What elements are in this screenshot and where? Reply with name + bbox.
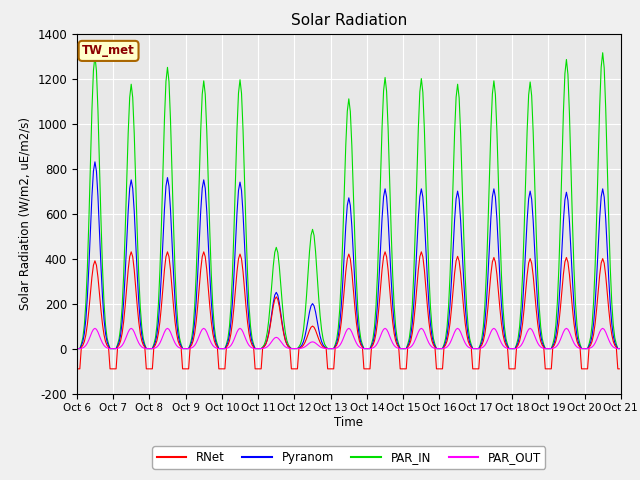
PAR_IN [262, 337, 269, 343]
PAR_OUT [254, 346, 262, 351]
PAR_IN [599, 50, 607, 56]
RNet [254, 366, 262, 372]
Pyranom [312, 309, 319, 315]
Pyranom [587, 340, 595, 346]
PAR_IN [310, 232, 318, 238]
RNet [312, 327, 319, 333]
PAR_OUT [141, 346, 148, 351]
Pyranom [616, 346, 623, 351]
X-axis label: Time: Time [334, 416, 364, 429]
PAR_IN [73, 346, 81, 351]
Line: PAR_IN: PAR_IN [77, 53, 620, 348]
RNet [587, 342, 595, 348]
RNet [236, 251, 244, 257]
PAR_OUT [73, 346, 81, 351]
Y-axis label: Solar Radiation (W/m2, uE/m2/s): Solar Radiation (W/m2, uE/m2/s) [19, 117, 32, 310]
Pyranom [264, 337, 271, 343]
Legend: RNet, Pyranom, PAR_IN, PAR_OUT: RNet, Pyranom, PAR_IN, PAR_OUT [152, 446, 545, 469]
PAR_IN [253, 346, 260, 351]
Pyranom [141, 343, 148, 349]
Line: Pyranom: Pyranom [77, 162, 620, 348]
Pyranom [236, 179, 244, 185]
RNet [141, 344, 148, 350]
Pyranom [254, 346, 262, 351]
PAR_OUT [236, 325, 244, 331]
Pyranom [91, 159, 99, 165]
PAR_OUT [616, 346, 623, 351]
RNet [127, 249, 135, 255]
PAR_OUT [312, 340, 319, 346]
RNet [73, 366, 81, 372]
PAR_OUT [264, 344, 271, 350]
PAR_IN [585, 341, 593, 347]
Line: PAR_OUT: PAR_OUT [77, 328, 620, 348]
Line: RNet: RNet [77, 252, 620, 369]
RNet [616, 366, 623, 372]
PAR_OUT [587, 345, 595, 351]
Pyranom [73, 346, 81, 351]
PAR_OUT [91, 325, 99, 331]
PAR_IN [616, 346, 623, 351]
Title: Solar Radiation: Solar Radiation [291, 13, 407, 28]
Text: TW_met: TW_met [82, 44, 135, 58]
PAR_IN [140, 336, 147, 342]
RNet [264, 337, 271, 343]
PAR_IN [235, 90, 243, 96]
